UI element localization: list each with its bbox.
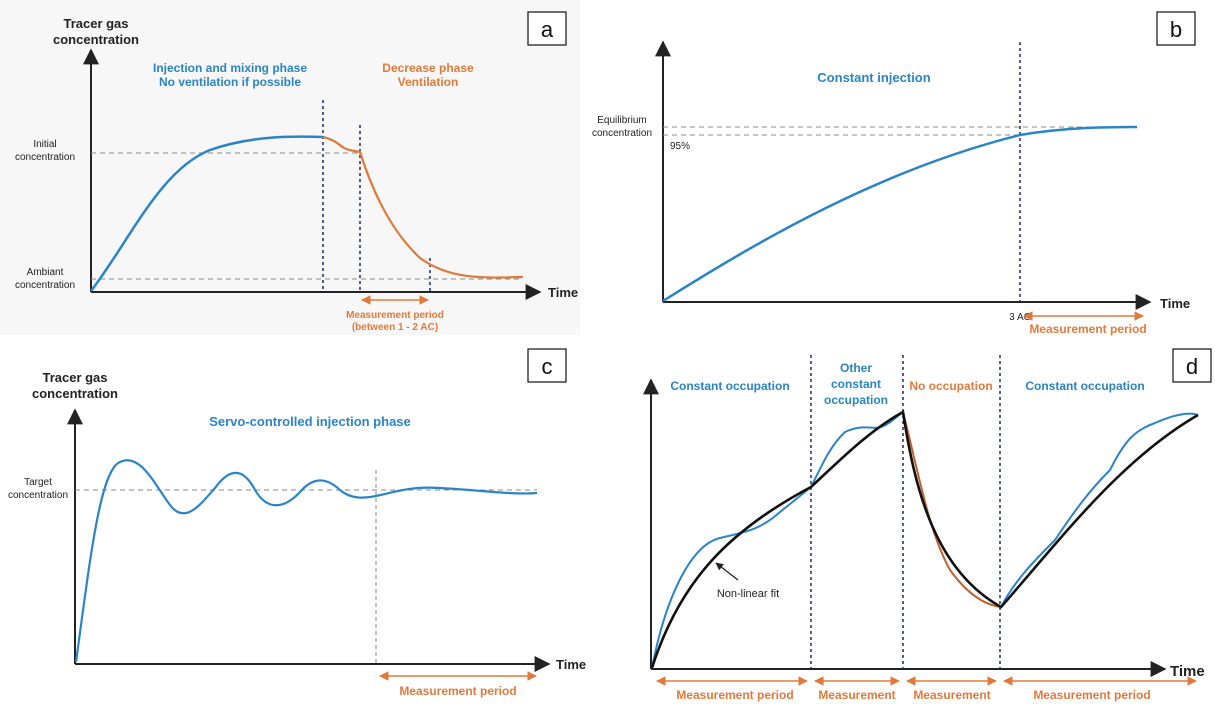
panel-d-fit-pointer bbox=[715, 562, 739, 581]
panel-d-seg4: Constant occupation bbox=[1025, 379, 1144, 393]
panel-c-tag: c bbox=[542, 354, 553, 379]
panel-b: b Time Constant injection Equilibrium co… bbox=[592, 11, 1196, 336]
panel-a-phase2-line2: Ventilation bbox=[398, 75, 459, 89]
panel-d-blue-curve-1 bbox=[651, 411, 904, 669]
panel-a-initial-2: concentration bbox=[15, 152, 75, 163]
panel-a-initial-1: Initial bbox=[33, 139, 56, 150]
panel-d-measure-3: Measurement bbox=[913, 688, 990, 702]
panel-c-title: Servo-controlled injection phase bbox=[209, 414, 411, 429]
panel-c: c Tracer gas concentration Time Servo-co… bbox=[8, 348, 586, 698]
panel-b-ac-label: 3 AC bbox=[1009, 312, 1031, 323]
panel-a-measure-1: Measurement period bbox=[346, 310, 444, 321]
panel-b-equilibrium-1: Equilibrium bbox=[597, 115, 646, 126]
panel-c-y-label-2: concentration bbox=[32, 386, 118, 401]
panel-d-measure-2: Measurement bbox=[818, 688, 895, 702]
panel-d-seg2-1: Other bbox=[840, 361, 872, 375]
panel-c-target-1: Target bbox=[24, 477, 52, 488]
panel-a-y-label-1: Tracer gas bbox=[63, 16, 128, 31]
panel-c-tag-box bbox=[527, 348, 567, 383]
panel-b-title: Constant injection bbox=[817, 70, 930, 85]
panel-a-tag-box bbox=[527, 11, 567, 46]
panel-d-blue-curve-2 bbox=[1000, 412, 1199, 608]
panel-a-phase1-line2: No ventilation if possible bbox=[159, 75, 301, 89]
panel-d-seg1: Constant occupation bbox=[670, 379, 789, 393]
panel-a-x-label: Time bbox=[548, 285, 578, 300]
panel-d-x-label: Time bbox=[1170, 663, 1205, 680]
panel-c-curve bbox=[74, 459, 538, 663]
panel-c-measure: Measurement period bbox=[399, 684, 516, 698]
panel-d-measure-1: Measurement period bbox=[676, 688, 793, 702]
panel-a-injection-curve bbox=[90, 135, 324, 292]
panel-b-tag-box bbox=[1156, 11, 1196, 46]
panel-d-tag: d bbox=[1186, 354, 1198, 379]
panel-b-tag: b bbox=[1170, 17, 1182, 42]
panel-b-equilibrium-2: concentration bbox=[592, 128, 652, 139]
panel-a: a Tracer gas concentration Time Injectio… bbox=[0, 0, 580, 335]
panel-d-seg3: No occupation bbox=[909, 379, 992, 393]
panel-a-decay-curve bbox=[322, 135, 524, 279]
panel-b-curve bbox=[662, 125, 1138, 303]
panel-d-measure-4: Measurement period bbox=[1033, 688, 1150, 702]
panel-c-target-2: concentration bbox=[8, 490, 68, 501]
panel-d-orange-curve bbox=[902, 411, 1002, 608]
panel-d-fit-curve bbox=[650, 409, 1199, 669]
panel-d-seg2-3: occupation bbox=[824, 393, 888, 407]
panel-b-x-label: Time bbox=[1160, 296, 1190, 311]
panel-a-ambient-1: Ambiant bbox=[27, 267, 64, 278]
panel-a-tag: a bbox=[541, 17, 554, 42]
panel-d-tag-box bbox=[1172, 348, 1212, 383]
panel-a-phase1-line1: Injection and mixing phase bbox=[153, 61, 307, 75]
panel-d: d Time Constant occupation Other constan… bbox=[643, 348, 1212, 702]
panel-a-y-label-2: concentration bbox=[53, 32, 139, 47]
panel-b-percent: 95% bbox=[670, 141, 690, 152]
panel-d-fit-label: Non-linear fit bbox=[717, 588, 779, 600]
panel-c-x-label: Time bbox=[556, 657, 586, 672]
panel-a-ambient-2: concentration bbox=[15, 280, 75, 291]
panel-a-measure-2: (between 1 - 2 AC) bbox=[352, 322, 438, 333]
panel-a-background bbox=[0, 0, 580, 335]
panel-a-phase2-line1: Decrease phase bbox=[382, 61, 474, 75]
panel-b-measure: Measurement period bbox=[1029, 322, 1146, 336]
panel-c-y-label-1: Tracer gas bbox=[42, 370, 107, 385]
panel-d-seg2-2: constant bbox=[831, 377, 881, 391]
